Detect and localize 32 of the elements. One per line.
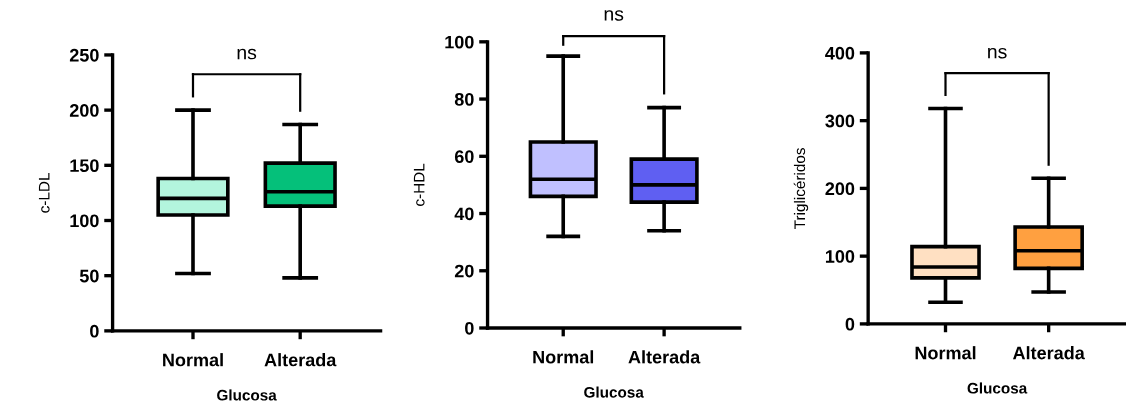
y-tick-label: 100 — [70, 214, 99, 228]
x-tick-label: Alterada — [264, 353, 337, 367]
y-tick-label: 0 — [90, 324, 99, 338]
x-axis-title: Glucosa — [584, 386, 644, 398]
y-tick-label: 40 — [454, 207, 474, 221]
y-axis-title: Triglicéridos — [793, 148, 809, 229]
y-tick-label: 80 — [454, 92, 474, 106]
y-tick-label: 200 — [825, 182, 855, 196]
y-tick-label: 300 — [825, 114, 855, 128]
y-tick-label: 0 — [845, 317, 855, 331]
annotation: ns — [988, 47, 1007, 59]
x-tick-label: Normal — [915, 346, 976, 360]
x-tick-label: Normal — [533, 350, 594, 364]
y-tick-label: 200 — [69, 104, 99, 117]
x-tick-label: Normal — [163, 353, 223, 367]
y-tick-label: 150 — [70, 159, 99, 173]
x-axis-title: Glucosa — [217, 389, 277, 401]
y-tick-label: 60 — [454, 150, 474, 164]
y-axis-title: c-LDL — [38, 173, 50, 213]
y-tick-label: 250 — [69, 48, 99, 62]
y-tick-label: 100 — [445, 35, 474, 49]
y-tick-label: 100 — [825, 250, 855, 263]
annotation: ns — [237, 48, 257, 60]
x-tick-label: Alterada — [1012, 346, 1085, 360]
x-axis-title: Glucosa — [967, 382, 1028, 394]
y-tick-label: 400 — [825, 46, 855, 60]
y-tick-label: 0 — [465, 321, 474, 335]
y-tick-label: 50 — [79, 269, 99, 283]
y-axis-title: c-HDL — [413, 163, 425, 206]
y-tick-label: 20 — [454, 264, 474, 278]
x-tick-label: Alterada — [628, 350, 701, 364]
text: ns — [604, 10, 624, 21]
